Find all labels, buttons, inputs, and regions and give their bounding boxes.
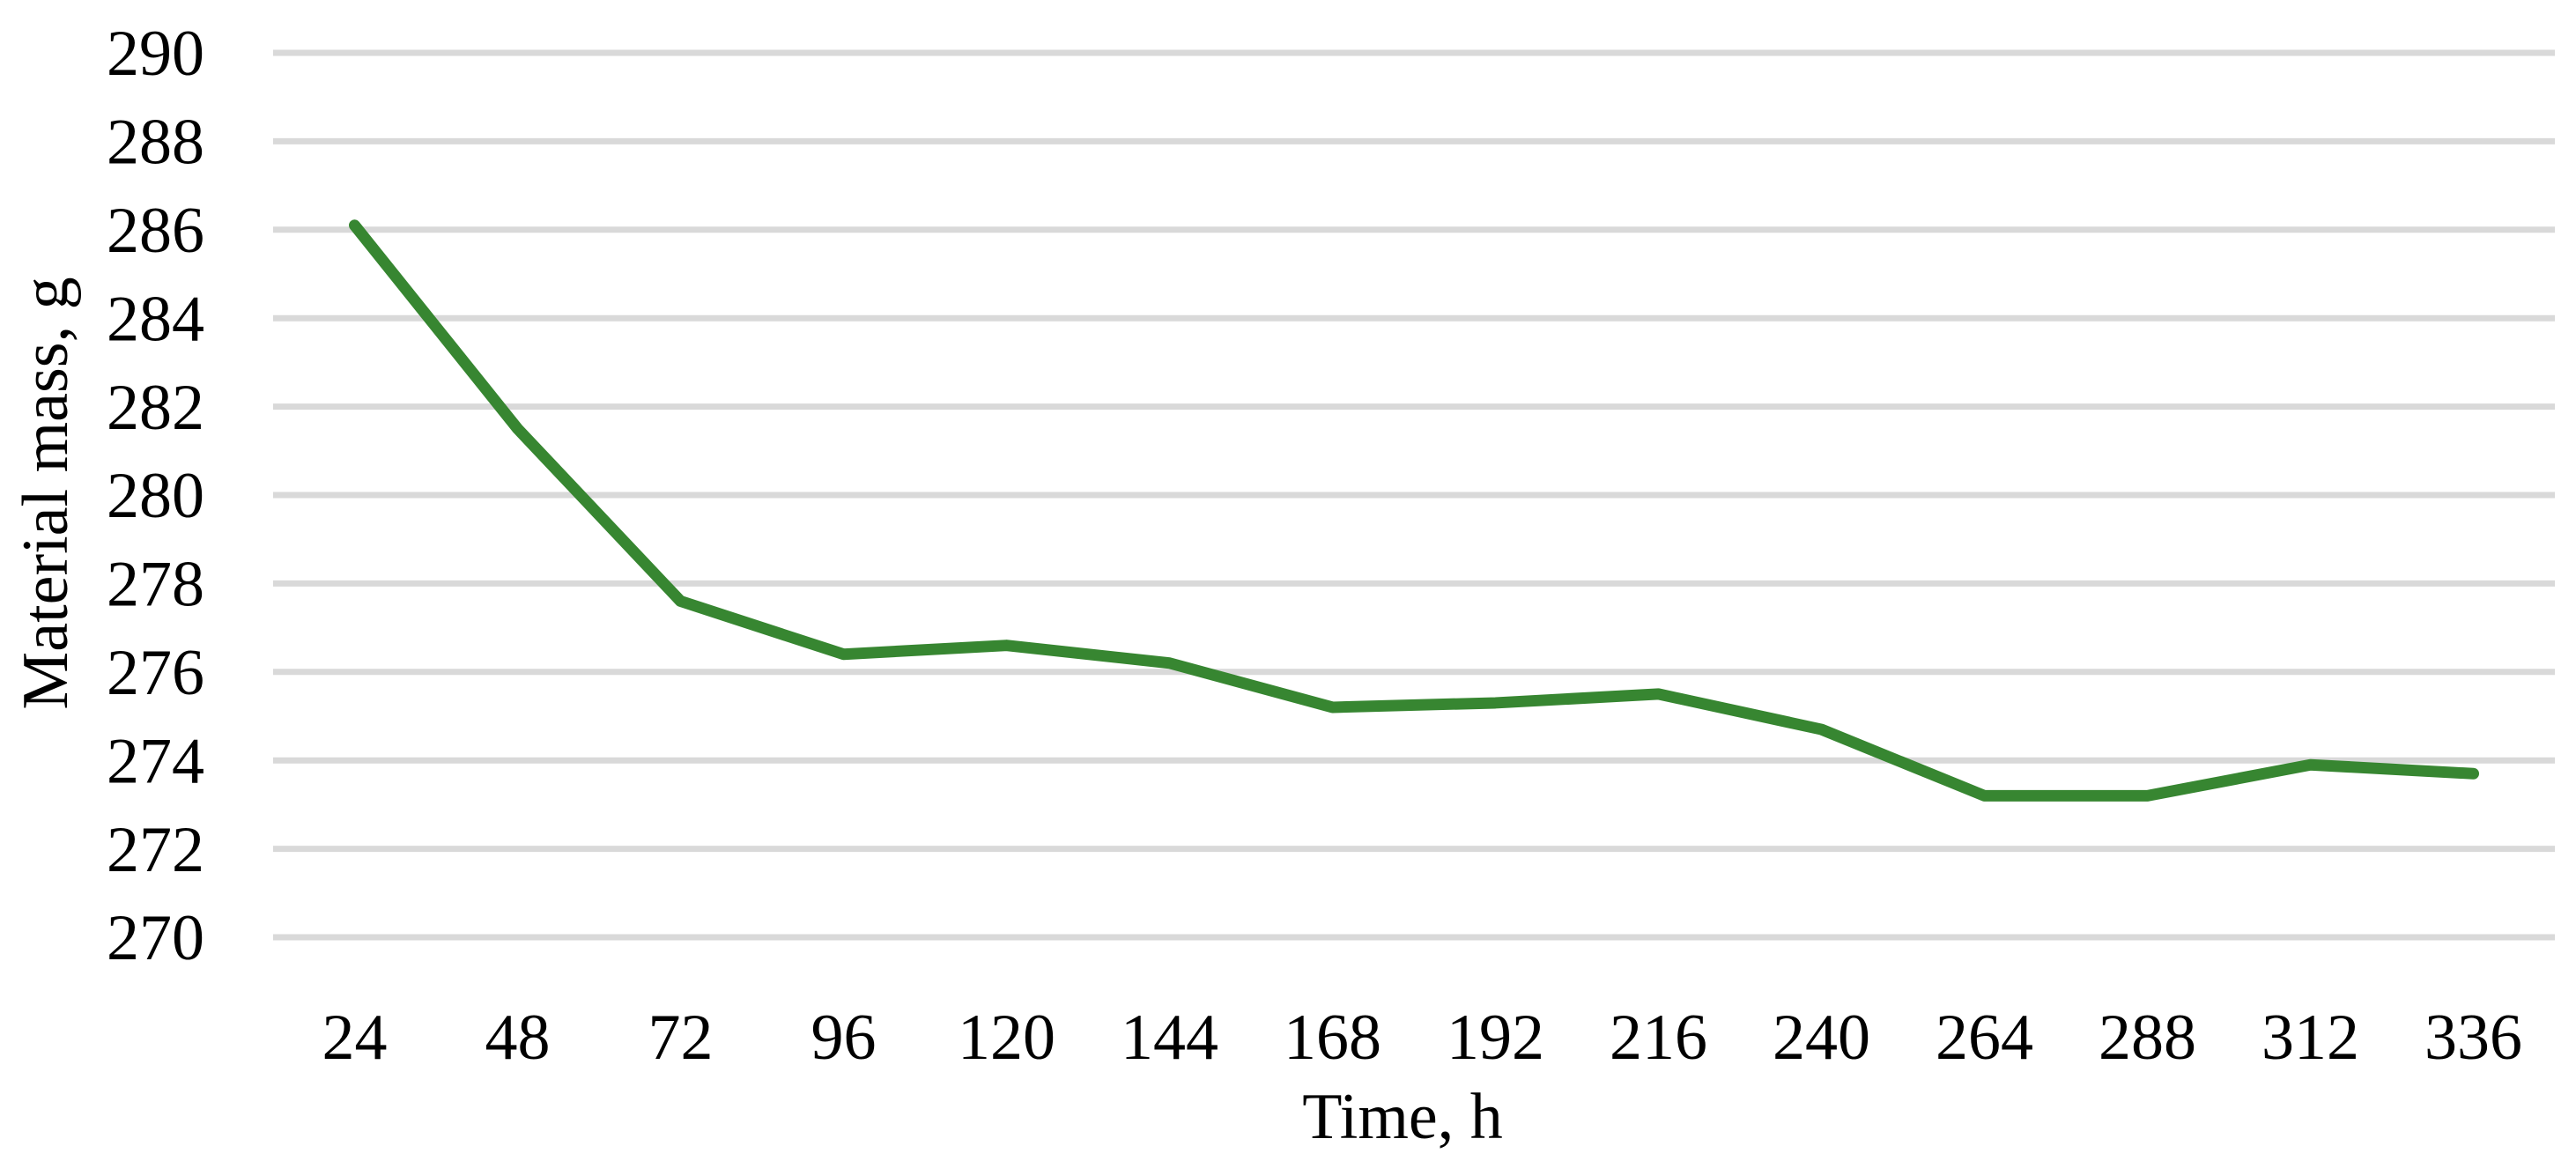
y-tick-label: 270 [107, 902, 204, 974]
y-tick-label: 278 [107, 549, 204, 621]
x-tick-label: 120 [958, 1002, 1055, 1074]
x-tick-label: 192 [1447, 1002, 1544, 1074]
y-tick-label: 288 [107, 107, 204, 179]
y-tick-label: 272 [107, 814, 204, 886]
x-tick-label: 336 [2424, 1002, 2522, 1074]
y-tick-label: 280 [107, 460, 204, 532]
x-tick-label: 24 [322, 1002, 388, 1074]
series-line [349, 219, 2479, 802]
y-tick-label: 284 [107, 283, 204, 355]
x-tick-label: 264 [1936, 1002, 2033, 1074]
x-tick-label: 96 [811, 1002, 877, 1074]
x-tick-label: 216 [1610, 1002, 1707, 1074]
y-tick-label: 286 [107, 195, 204, 267]
y-tick-label: 282 [107, 372, 204, 444]
y-axis-title: Material mass, g [10, 277, 82, 710]
x-axis-title: Time, h [1302, 1081, 1503, 1153]
x-tick-label: 48 [485, 1002, 551, 1074]
x-tick-label: 168 [1284, 1002, 1381, 1074]
y-tick-label: 290 [107, 18, 204, 90]
x-tick-label: 288 [2099, 1002, 2196, 1074]
x-tick-label: 312 [2261, 1002, 2359, 1074]
x-tick-label: 72 [648, 1002, 714, 1074]
x-tick-label: 240 [1773, 1002, 1870, 1074]
y-tick-label: 274 [107, 725, 204, 797]
y-tick-label: 276 [107, 637, 204, 709]
x-tick-label: 144 [1121, 1002, 1218, 1074]
